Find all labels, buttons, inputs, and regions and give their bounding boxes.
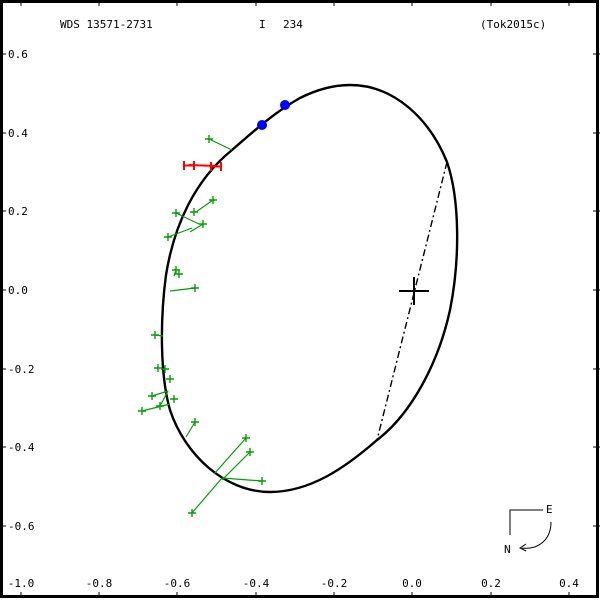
x-tick-label: 0.2 xyxy=(481,577,501,590)
x-tick-label: -0.8 xyxy=(86,577,113,590)
y-tick-label: 0.0 xyxy=(8,284,28,297)
primary-star-marker xyxy=(399,277,429,305)
grade-value: 234 xyxy=(283,18,303,31)
interferometric-measurement xyxy=(183,161,222,171)
y-tick-labels: 0.6 0.4 0.2 0.0 -0.2 -0.4 -0.6 xyxy=(8,48,35,533)
x-tick-label: -0.4 xyxy=(243,577,270,590)
y-tick-label: 0.2 xyxy=(8,205,28,218)
x-ticks xyxy=(20,0,570,598)
star-designation: WDS 13571-2731 xyxy=(60,18,153,31)
x-tick-label: -0.6 xyxy=(164,577,191,590)
orbit-ellipse xyxy=(160,83,459,494)
plus-markers xyxy=(138,135,266,517)
reference-code: (Tok2015c) xyxy=(480,18,546,31)
y-tick-label: 0.4 xyxy=(8,127,28,140)
y-tick-label: -0.6 xyxy=(8,520,35,533)
x-tick-label: 0.4 xyxy=(559,577,579,590)
compass-east-label: E xyxy=(546,503,553,516)
grade-label: I xyxy=(259,18,266,31)
y-ticks xyxy=(0,53,600,527)
compass-rose xyxy=(509,509,552,552)
x-tick-labels: -1.0 -0.8 -0.6 -0.4 -0.2 0.0 0.2 0.4 xyxy=(8,577,580,590)
y-tick-label: -0.4 xyxy=(8,441,35,454)
y-tick-label: 0.6 xyxy=(8,48,28,61)
x-tick-label: -0.2 xyxy=(321,577,348,590)
compass-north-label: N xyxy=(504,543,511,556)
recent-measurements xyxy=(257,100,290,130)
x-tick-label: -1.0 xyxy=(8,577,35,590)
x-tick-label: 0.0 xyxy=(402,577,422,590)
y-tick-label: -0.2 xyxy=(8,363,35,376)
micrometric-observations xyxy=(138,135,266,517)
line-of-nodes xyxy=(376,161,448,441)
